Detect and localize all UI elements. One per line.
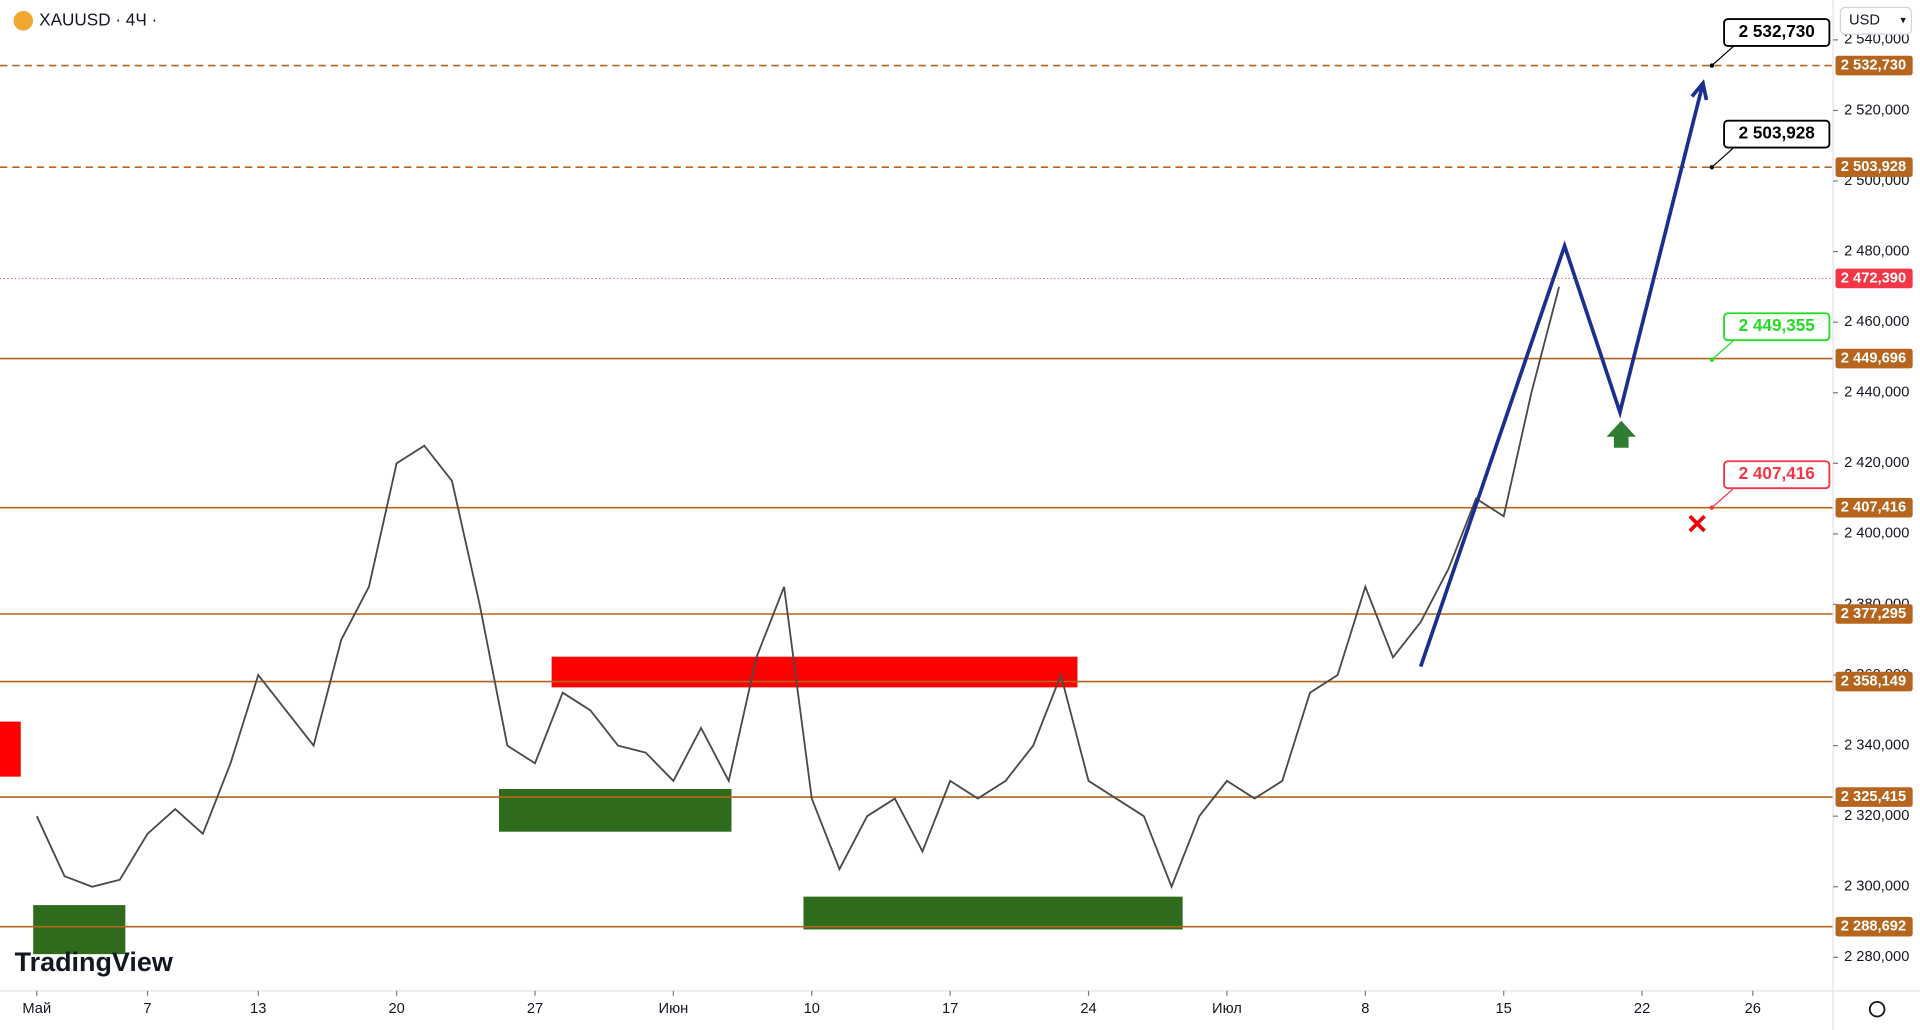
callout-box: [1723, 119, 1831, 149]
y-tick-label: 2 520,000: [1844, 102, 1909, 118]
y-tick-label: 2 420,000: [1844, 455, 1909, 471]
callout-leader: [1711, 487, 1735, 509]
level-label: 2 407,416: [1841, 500, 1906, 516]
forecast-path: [1418, 82, 1705, 668]
x-tick-label: 15: [1496, 1001, 1512, 1017]
level-label: 2 449,696: [1841, 350, 1906, 366]
callout-leader: [1711, 339, 1735, 361]
symbol-title[interactable]: XAUUSD · 4Ч ·: [39, 9, 157, 29]
y-tick-label: 2 480,000: [1844, 243, 1909, 259]
symbol-icon: [13, 11, 34, 31]
level-badge: [1835, 157, 1913, 177]
level-badge: [1835, 497, 1913, 518]
logo: TradingView: [15, 947, 173, 977]
x-tick-label: 7: [143, 1001, 151, 1017]
zone: [551, 656, 1078, 688]
x-tick-label: 17: [942, 1001, 958, 1017]
x-tick-label: 26: [1745, 1001, 1761, 1017]
x-tick-label: 8: [1361, 1001, 1369, 1017]
y-tick-label: 2 320,000: [1844, 808, 1909, 824]
level-badge: [1835, 55, 1913, 76]
level-label: 2 532,730: [1841, 57, 1906, 73]
x-tick-label: Июл: [1212, 1001, 1242, 1017]
x-tick-label: 27: [527, 1001, 543, 1017]
zone: [33, 905, 126, 955]
symbol-header: XAUUSD · 4Ч ·: [13, 9, 157, 31]
callout-label: 2 532,730: [1739, 21, 1815, 41]
callout-label: 2 449,355: [1739, 315, 1816, 335]
x-tick-label: Июн: [659, 1001, 689, 1017]
callout-box: [1723, 460, 1831, 490]
callout-leader: [1711, 147, 1735, 168]
dropdown-caret: ▾: [1900, 15, 1906, 27]
y-tick-label: 2 340,000: [1844, 737, 1909, 753]
level-badge: [1835, 787, 1913, 807]
callout-label: 2 407,416: [1739, 463, 1815, 483]
plot-area: [0, 64, 1834, 955]
y-tick-label: 2 280,000: [1844, 949, 1909, 965]
y-tick-label: 2 540,000: [1844, 32, 1909, 48]
callout-box: [1723, 312, 1831, 342]
level-label: 2 472,390: [1841, 270, 1906, 286]
currency-label[interactable]: USD: [1849, 13, 1880, 29]
buy-arrow: [1606, 420, 1636, 448]
callout-box: [1723, 18, 1831, 47]
zone: [0, 721, 21, 777]
level-label: 2 503,928: [1841, 159, 1906, 175]
y-tick-label: 2 400,000: [1844, 526, 1909, 542]
price-line: [35, 286, 1560, 890]
zone: [803, 896, 1183, 930]
forecast-arrowhead: [1690, 79, 1709, 101]
x-tick-label: 24: [1080, 1001, 1096, 1017]
currency-button[interactable]: [1839, 6, 1913, 35]
callout-leader: [1711, 45, 1735, 66]
level-label: 2 325,415: [1841, 789, 1906, 805]
level-label: 2 358,149: [1841, 673, 1906, 689]
x-tick-label: 20: [388, 1001, 404, 1017]
x-tick-label: 10: [804, 1001, 820, 1017]
level-badge: [1835, 916, 1913, 937]
level-badge: [1835, 348, 1913, 369]
x-tick-label: 13: [250, 1001, 266, 1017]
stop-marker: [1688, 514, 1706, 533]
level-badge: [1835, 268, 1913, 289]
level-label: 2 377,295: [1841, 606, 1906, 622]
callout-label: 2 503,928: [1739, 123, 1815, 143]
y-tick-label: 2 440,000: [1844, 385, 1909, 401]
level-badge: [1835, 604, 1913, 624]
level-badge: [1835, 671, 1913, 692]
level-label: 2 288,692: [1841, 919, 1906, 935]
x-tick-label: 22: [1634, 1001, 1650, 1017]
x-tick-label: Май: [22, 1001, 51, 1017]
y-tick-label: 2 300,000: [1844, 879, 1909, 895]
settings-icon[interactable]: [1868, 1000, 1886, 1018]
zone: [499, 789, 732, 832]
y-tick-label: 2 460,000: [1844, 314, 1909, 330]
